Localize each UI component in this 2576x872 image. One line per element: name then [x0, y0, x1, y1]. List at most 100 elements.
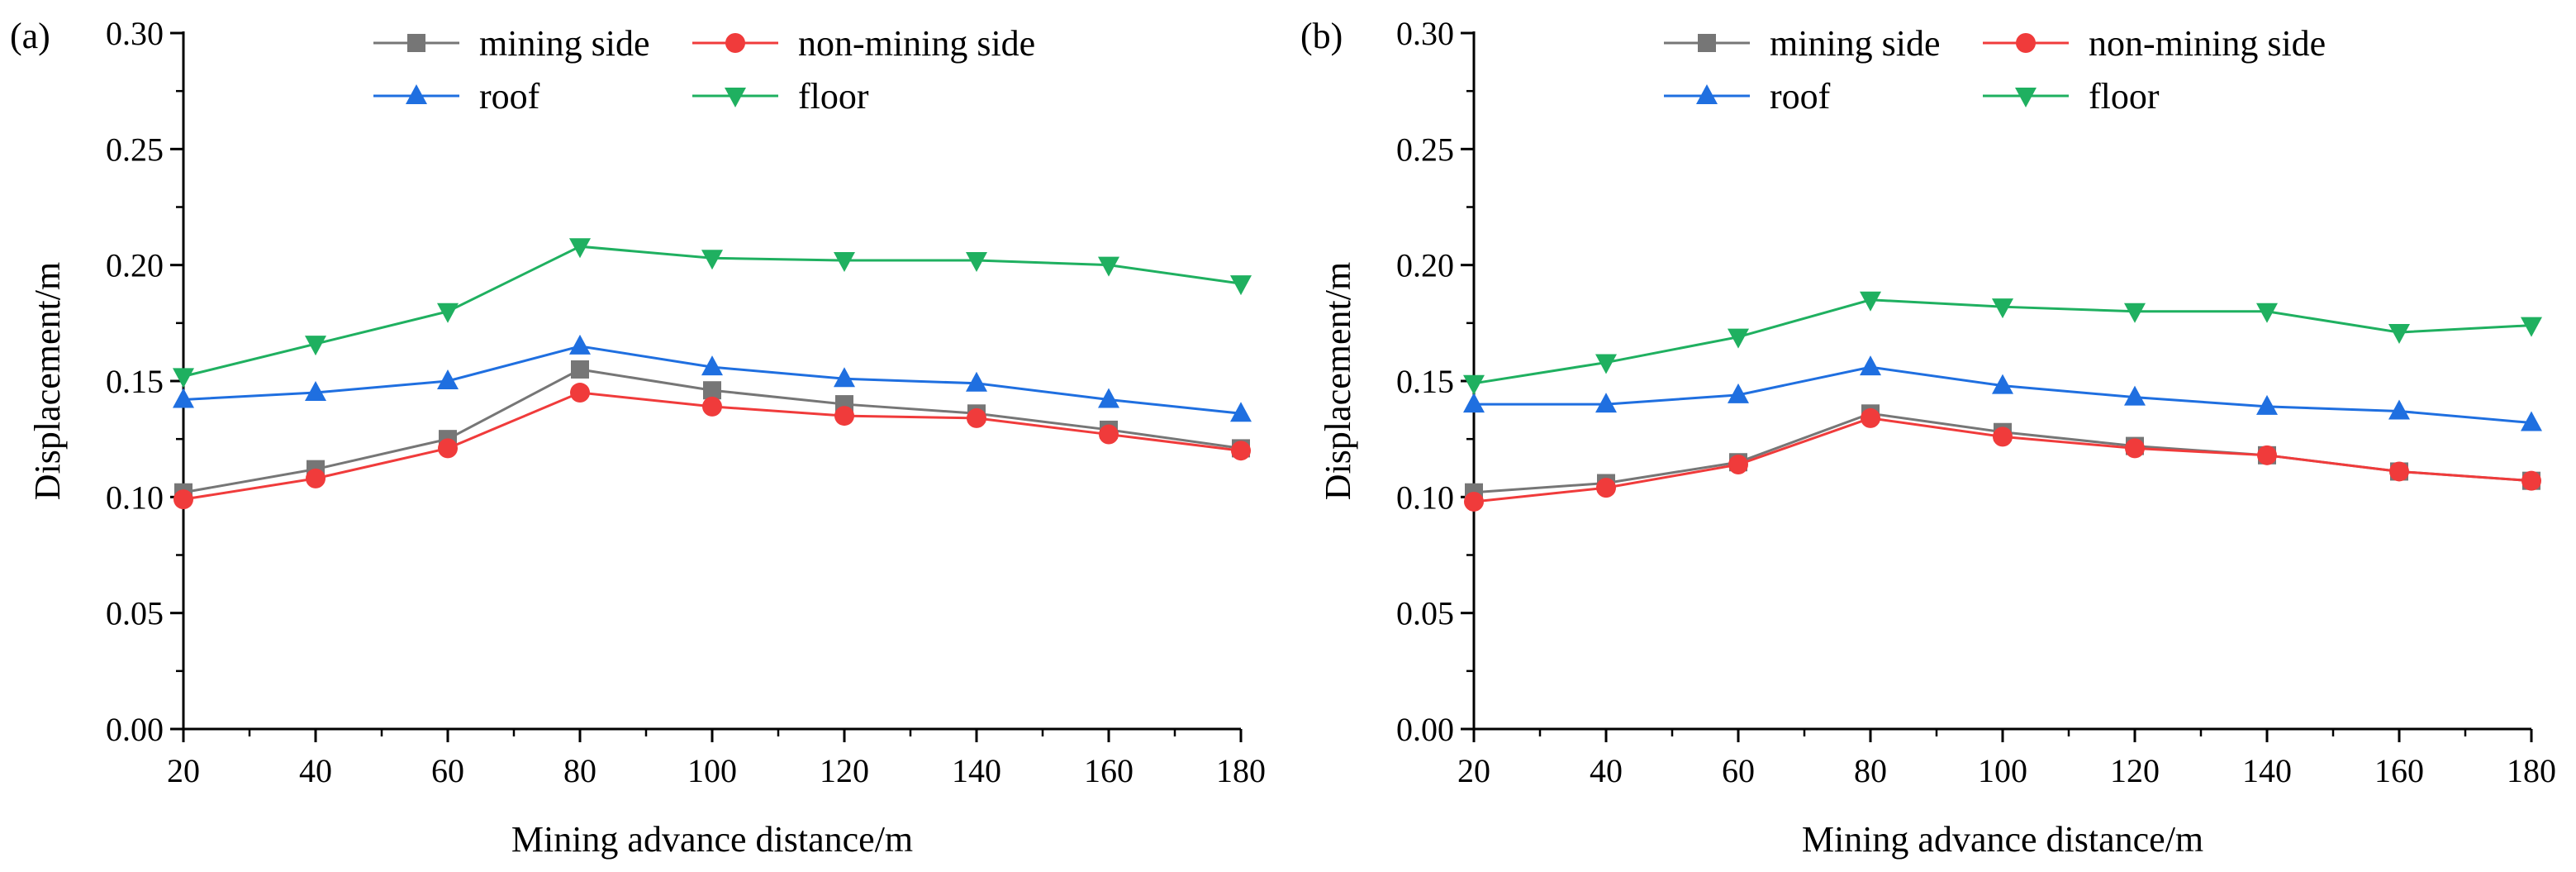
- data-point: [305, 381, 326, 402]
- x-tick-label: 140: [952, 752, 1001, 789]
- y-tick-label: 0.10: [1396, 479, 1454, 516]
- x-tick-label: 180: [1216, 752, 1266, 789]
- y-tick-label: 0.20: [1396, 247, 1454, 284]
- legend-marker: [1696, 84, 1718, 104]
- y-tick-label: 0.05: [106, 595, 164, 632]
- data-point: [1992, 374, 2013, 394]
- legend-label: mining side: [1770, 23, 1941, 64]
- data-point: [834, 406, 854, 426]
- data-point: [1099, 424, 1119, 445]
- legend-item: roof: [373, 76, 540, 117]
- legend-label: floor: [798, 76, 869, 117]
- x-tick-label: 80: [1854, 752, 1887, 789]
- data-point: [2388, 399, 2410, 420]
- x-tick-label: 60: [431, 752, 464, 789]
- y-tick-label: 0.05: [1396, 595, 1454, 632]
- data-point: [437, 303, 459, 323]
- x-tick-label: 20: [1457, 752, 1490, 789]
- data-point: [2256, 394, 2278, 415]
- legend-item: mining side: [1664, 23, 1941, 64]
- x-tick-label: 160: [1084, 752, 1134, 789]
- y-tick-label: 0.15: [106, 363, 164, 400]
- y-axis-title: Displacement/m: [27, 262, 68, 500]
- data-point: [1463, 374, 1485, 395]
- x-tick-label: 140: [2242, 752, 2292, 789]
- data-point: [1463, 393, 1485, 413]
- legend: mining side non-mining side roof floor: [1664, 23, 2326, 117]
- series-roof: [173, 334, 1252, 422]
- y-tick-label: 0.15: [1396, 363, 1454, 400]
- data-point: [1992, 298, 2013, 319]
- y-tick-label: 0.25: [106, 131, 164, 168]
- y-tick-label: 0.30: [1396, 15, 1454, 52]
- series-non-mining-side: [173, 383, 1251, 510]
- legend-marker: [2015, 88, 2037, 107]
- data-point: [1231, 441, 1251, 461]
- series-non-mining-side: [1464, 407, 2541, 512]
- series-mining-side: [1465, 404, 2540, 502]
- x-tick-label: 100: [1978, 752, 2027, 789]
- legend-item: non-mining side: [692, 23, 1035, 64]
- chart-panel-b: (b) 0.00 0.05 0.10 0.15 0.20 0.25 0.30 20 40 60 80 1…: [1300, 15, 2556, 860]
- legend-label: mining side: [479, 23, 650, 64]
- data-point: [173, 489, 193, 510]
- data-point: [571, 360, 589, 379]
- y-tick-label: 0.20: [106, 247, 164, 284]
- data-point: [173, 368, 194, 388]
- legend-item: roof: [1664, 76, 1831, 117]
- data-point: [702, 396, 722, 417]
- data-point: [1728, 328, 1749, 349]
- y-tick-label: 0.25: [1396, 131, 1454, 168]
- data-point: [2125, 438, 2145, 459]
- data-point: [2124, 385, 2146, 406]
- y-axis-title: Displacement/m: [1318, 262, 1358, 500]
- x-tick-label: 120: [820, 752, 869, 789]
- x-tick-label: 80: [563, 752, 596, 789]
- data-point: [305, 336, 326, 356]
- data-point: [2521, 317, 2542, 337]
- data-point: [966, 252, 987, 273]
- data-point: [2521, 470, 2541, 491]
- legend-label: roof: [479, 76, 540, 117]
- data-point: [703, 381, 721, 400]
- data-point: [1993, 426, 2013, 447]
- data-point: [2124, 303, 2146, 323]
- legend-item: floor: [692, 76, 869, 117]
- data-point: [1464, 491, 1484, 512]
- data-point: [570, 383, 590, 403]
- data-point: [2256, 303, 2278, 323]
- x-axis-title: Mining advance distance/m: [511, 819, 913, 860]
- x-tick-label: 40: [1590, 752, 1623, 789]
- y-tick-label: 0.00: [1396, 711, 1454, 748]
- series-floor: [1463, 291, 2542, 395]
- x-tick-label: 120: [2110, 752, 2160, 789]
- series-roof: [1463, 355, 2542, 431]
- data-point: [1595, 354, 1617, 374]
- x-tick-label: 20: [167, 752, 200, 789]
- x-axis-title: Mining advance distance/m: [1802, 819, 2203, 860]
- legend-item: non-mining side: [1983, 23, 2326, 64]
- data-point: [2388, 324, 2410, 345]
- x-tick-label: 160: [2374, 752, 2424, 789]
- x-tick-label: 40: [299, 752, 332, 789]
- data-point: [2521, 411, 2542, 431]
- legend-marker: [725, 88, 746, 107]
- y-tick-label: 0.10: [106, 479, 164, 516]
- legend-marker: [725, 33, 745, 53]
- legend-marker: [2016, 33, 2036, 53]
- data-point: [1860, 291, 1881, 312]
- data-point: [1230, 275, 1252, 296]
- data-point: [569, 238, 591, 259]
- data-point: [173, 388, 194, 408]
- data-point: [834, 252, 855, 273]
- data-point: [306, 468, 326, 488]
- legend-marker: [1698, 34, 1716, 52]
- data-point: [1098, 388, 1119, 408]
- legend-label: floor: [2089, 76, 2160, 117]
- x-tick-label: 100: [687, 752, 737, 789]
- legend-label: non-mining side: [2089, 23, 2326, 64]
- data-point: [438, 438, 458, 459]
- data-point: [437, 369, 459, 389]
- data-point: [701, 355, 723, 376]
- data-point: [2389, 461, 2409, 482]
